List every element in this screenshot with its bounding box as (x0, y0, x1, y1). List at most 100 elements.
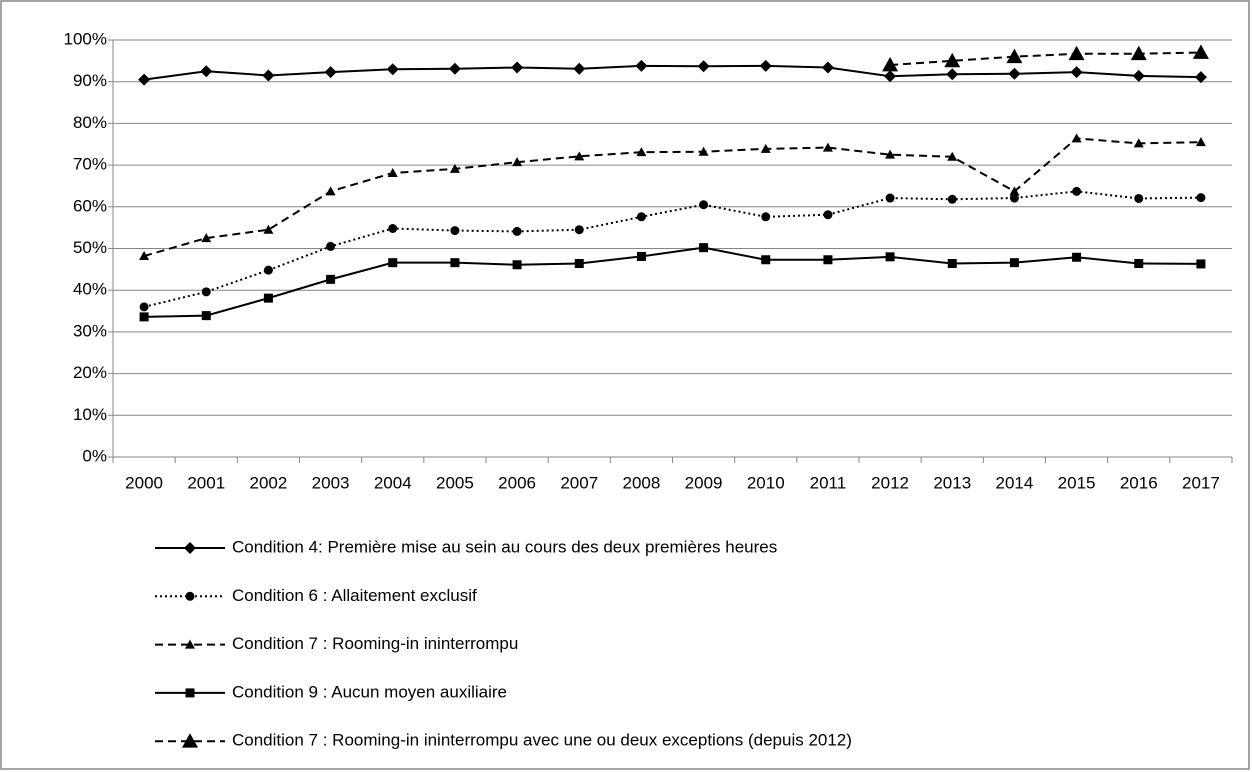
marker (946, 68, 959, 81)
marker (139, 312, 149, 322)
marker (263, 224, 274, 234)
x-tick-label: 2005 (436, 473, 474, 492)
y-tick-label: 30% (73, 321, 107, 340)
marker (760, 143, 771, 153)
marker (822, 142, 833, 152)
marker (1134, 193, 1144, 203)
marker (388, 258, 398, 268)
marker (1134, 259, 1144, 269)
marker (138, 73, 151, 86)
marker (635, 59, 648, 72)
x-tick-label: 2001 (187, 473, 225, 492)
y-tick-label: 20% (73, 363, 107, 382)
marker (326, 274, 336, 284)
marker (1072, 252, 1082, 262)
marker (201, 287, 211, 297)
x-tick-label: 2000 (125, 473, 163, 492)
marker (947, 151, 958, 161)
legend-label: Condition 9 : Aucun moyen auxiliaire (232, 682, 507, 701)
marker (182, 733, 198, 748)
legend-label: Condition 4: Première mise au sein au co… (232, 537, 777, 556)
marker (324, 66, 337, 79)
marker (944, 52, 961, 68)
marker (262, 69, 275, 82)
x-tick-label: 2008 (623, 473, 661, 492)
marker (699, 243, 709, 253)
y-tick-label: 70% (73, 155, 107, 174)
marker (263, 265, 273, 275)
marker (1070, 66, 1083, 79)
marker (512, 157, 523, 167)
marker (201, 311, 211, 321)
marker (1195, 137, 1206, 147)
marker (387, 168, 398, 178)
marker (1132, 69, 1145, 82)
marker (139, 251, 150, 261)
marker (761, 212, 771, 222)
legend-label: Condition 7 : Rooming-in ininterrompu (232, 634, 518, 653)
marker (1009, 258, 1019, 268)
marker (697, 60, 710, 73)
series-line (144, 246, 1201, 318)
marker (450, 258, 460, 268)
marker (450, 226, 460, 236)
marker (185, 639, 195, 649)
marker (1071, 133, 1082, 143)
marker (761, 255, 771, 265)
marker (947, 194, 957, 204)
marker (759, 59, 772, 72)
marker (1130, 45, 1147, 61)
marker (947, 259, 957, 269)
x-tick-label: 2006 (498, 473, 536, 492)
marker (882, 57, 899, 72)
marker (574, 151, 585, 161)
marker (1008, 67, 1021, 80)
marker (573, 62, 586, 75)
marker (201, 233, 212, 243)
x-tick-label: 2012 (871, 473, 909, 492)
series-line (143, 190, 1201, 308)
series-line (143, 137, 1201, 257)
marker (885, 252, 895, 262)
marker (574, 259, 584, 269)
marker (1192, 44, 1209, 59)
legend-label: Condition 7 : Rooming-in ininterrompu av… (232, 731, 852, 750)
x-tick-label: 2013 (933, 473, 971, 492)
x-tick-label: 2009 (685, 473, 723, 492)
marker (185, 688, 195, 698)
marker (698, 146, 709, 156)
marker (1196, 259, 1206, 269)
y-tick-label: 90% (73, 71, 107, 90)
marker (823, 210, 833, 220)
y-tick-label: 40% (73, 280, 107, 299)
marker (512, 226, 522, 236)
x-tick-label: 2004 (374, 473, 412, 492)
x-tick-label: 2002 (250, 473, 288, 492)
marker (1068, 45, 1085, 61)
marker (636, 147, 647, 157)
marker (884, 70, 897, 83)
marker (1006, 48, 1023, 64)
marker (1009, 186, 1020, 196)
marker (325, 186, 336, 196)
y-tick-label: 0% (82, 446, 107, 465)
marker (885, 149, 896, 159)
marker (512, 260, 522, 270)
x-tick-label: 2011 (810, 473, 847, 492)
y-tick-label: 100% (64, 29, 107, 48)
marker (699, 200, 709, 210)
marker (1009, 193, 1019, 203)
x-tick-label: 2003 (312, 473, 350, 492)
marker (185, 591, 195, 601)
marker (139, 302, 149, 312)
marker (1196, 193, 1206, 203)
marker (263, 293, 273, 303)
x-tick-label: 2017 (1182, 473, 1220, 492)
marker (821, 61, 834, 74)
marker (200, 65, 213, 78)
marker (511, 61, 524, 74)
marker (326, 241, 336, 251)
y-tick-label: 80% (73, 113, 107, 132)
